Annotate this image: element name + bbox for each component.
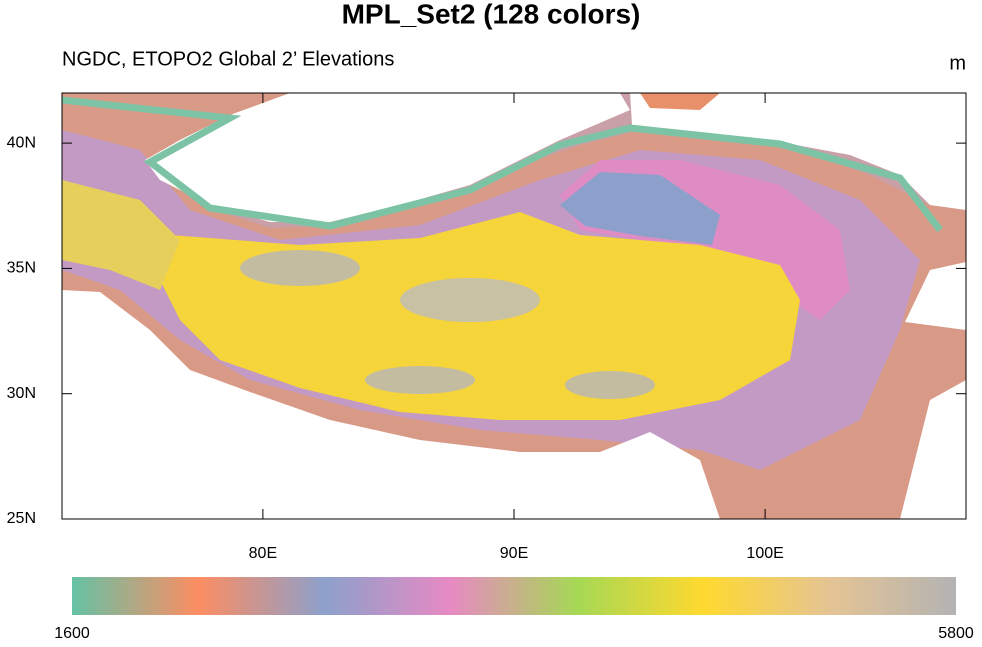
lat-tick-label: 40N xyxy=(7,134,36,151)
map-subtitle: NGDC, ETOPO2 Global 2’ Elevations xyxy=(62,48,394,70)
colorbar-label: 1600 xyxy=(54,625,90,642)
east-lowland xyxy=(900,380,966,519)
high-patch xyxy=(565,371,655,399)
high-patch xyxy=(400,278,540,322)
lon-tick-label: 100E xyxy=(746,545,783,562)
lon-tick-label: 90E xyxy=(500,545,528,562)
high-patch xyxy=(365,366,475,394)
colorbar-label: 5800 xyxy=(938,625,974,642)
elevation-field xyxy=(62,93,966,519)
north-range xyxy=(640,93,720,110)
lat-tick-label: 30N xyxy=(7,385,36,402)
tarim-lowland xyxy=(145,93,630,222)
north-lowland xyxy=(630,93,966,210)
basin-edge xyxy=(62,96,943,233)
qaidam-basin xyxy=(560,172,720,245)
lat-tick-label: 35N xyxy=(7,260,36,277)
east-lowland xyxy=(905,262,966,330)
plateau-west xyxy=(62,180,180,290)
lon-tick-label: 80E xyxy=(249,545,277,562)
high-patch xyxy=(240,250,360,286)
south-lowland xyxy=(62,290,720,519)
map-title: MPL_Set2 (128 colors) xyxy=(342,0,641,29)
lat-tick-label: 25N xyxy=(7,510,36,527)
units-label: m xyxy=(949,52,966,74)
colorbar xyxy=(72,577,956,615)
